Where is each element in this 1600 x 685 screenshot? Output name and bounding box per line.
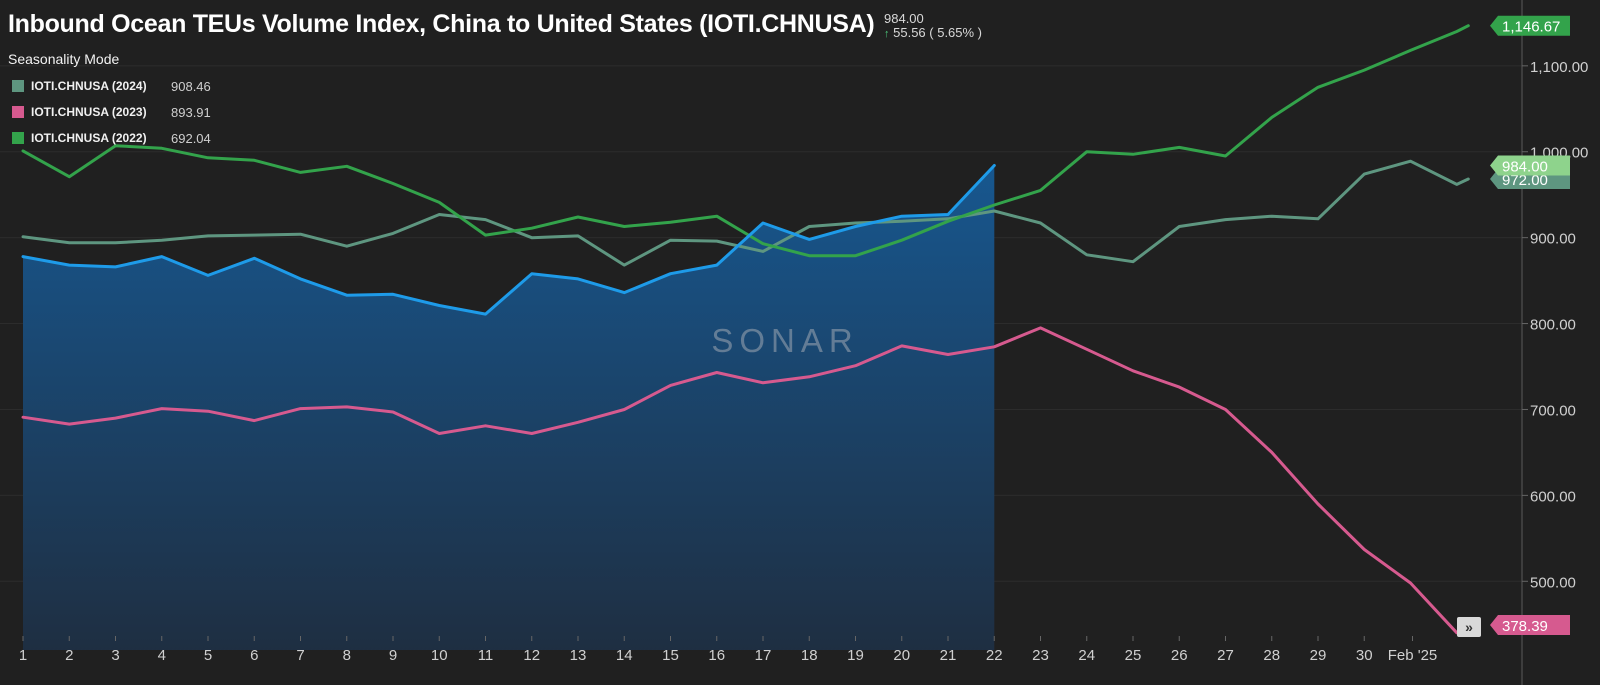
series-line-2022 [21,24,1470,258]
x-tick-label: 6 [250,647,258,664]
value-flag [1490,615,1570,635]
series-line-2024 [21,159,1470,267]
x-tick-label: 10 [431,647,448,664]
x-tick-label: 16 [708,647,725,664]
legend-swatch-2023 [12,106,24,118]
seasonality-mode-label: Seasonality Mode [8,51,120,67]
y-tick-label: 800.00 [1530,317,1576,334]
series-line-current [21,164,996,316]
x-tick-label: 20 [893,647,910,664]
x-tick-label: 26 [1171,647,1188,664]
value-flag-label: 378.39 [1502,618,1548,635]
x-tick-label: 14 [616,647,633,664]
y-tick-label: 900.00 [1530,231,1576,248]
y-tick-label: 700.00 [1530,402,1576,419]
legend-value-2022: 692.04 [171,130,211,146]
series-line-2023 [21,326,1459,635]
x-tick-label: 2 [65,647,73,664]
legend-swatch-2024 [12,80,24,92]
x-tick-label: 29 [1310,647,1327,664]
x-tick-label: 30 [1356,647,1373,664]
x-tick-label: 9 [389,647,397,664]
x-tick-label: 21 [940,647,957,664]
arrow-up-icon: ↑ [884,28,890,40]
x-tick-label: 8 [343,647,351,664]
x-tick-label: 19 [847,647,864,664]
value-flag-label: 972.00 [1502,172,1548,189]
y-tick-label: 600.00 [1530,488,1576,505]
x-tick-label: 13 [570,647,587,664]
x-tick-label: 23 [1032,647,1049,664]
x-tick-label: 27 [1217,647,1234,664]
legend: IOTI.CHNUSA (2024) 908.46 IOTI.CHNUSA (2… [12,73,211,151]
x-tick-label: 11 [478,647,494,664]
x-tick-label: 28 [1263,647,1280,664]
x-tick-label: 17 [755,647,772,664]
series-area-current [23,165,995,650]
x-tick-label: 5 [204,647,212,664]
chart-title: Inbound Ocean TEUs Volume Index, China t… [8,10,875,38]
legend-value-2024: 908.46 [171,78,211,94]
x-tick-label: 25 [1125,647,1142,664]
x-tick-label: 24 [1078,647,1095,664]
x-tick-label: 3 [111,647,119,664]
legend-item-2023[interactable]: IOTI.CHNUSA (2023) 893.91 [12,99,211,125]
change-text: 55.56 ( 5.65% ) [893,25,983,40]
value-flag [1490,155,1570,176]
last-value: 984.00 [884,11,924,26]
legend-swatch-2022 [12,132,24,144]
x-tick-label: 4 [158,647,166,664]
value-flag-label: 984.00 [1502,158,1548,175]
legend-name-2023: IOTI.CHNUSA (2023) [31,105,147,119]
x-tick-label: Feb '25 [1388,647,1438,664]
legend-item-2022[interactable]: IOTI.CHNUSA (2022) 692.04 [12,125,211,151]
x-tick-label: 7 [296,647,304,664]
value-flag [1490,15,1570,36]
legend-name-2024: IOTI.CHNUSA (2024) [31,79,147,93]
x-tick-label: 15 [662,647,679,664]
y-tick-label: 1,100.00 [1530,59,1588,76]
sonar-watermark: SONAR [711,322,858,359]
x-tick-label: 18 [801,647,818,664]
legend-name-2022: IOTI.CHNUSA (2022) [31,131,147,145]
x-tick-label: 1 [19,647,27,664]
x-tick-label: 22 [986,647,1003,664]
legend-value-2023: 893.91 [171,104,211,120]
scroll-to-latest-button[interactable]: » [1457,617,1481,637]
change-indicator: ↑ 55.56 ( 5.65% ) [884,25,982,40]
x-tick-label: 12 [523,647,540,664]
legend-item-2024[interactable]: IOTI.CHNUSA (2024) 908.46 [12,73,211,99]
y-tick-label: 500.00 [1530,574,1576,591]
value-flag-label: 1,146.67 [1502,19,1560,36]
